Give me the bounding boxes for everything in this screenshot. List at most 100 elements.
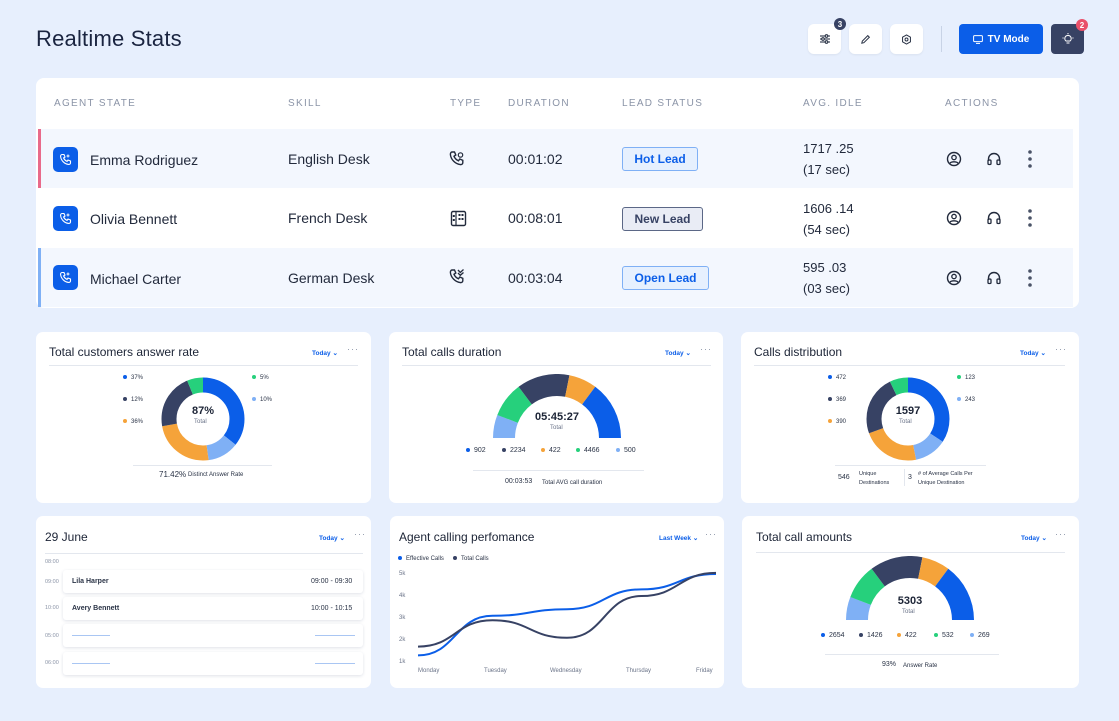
headset-icon[interactable] [985, 269, 1003, 287]
table-row[interactable] [38, 129, 1073, 188]
schedule-event[interactable]: Avery Bennett 10:00 - 10:15 [63, 597, 363, 620]
card-title: Total customers answer rate [49, 345, 200, 359]
avg-idle-seconds: (54 sec) [803, 222, 850, 237]
page-title: Realtime Stats [36, 26, 182, 51]
gauge-center-value: 5303 [897, 595, 923, 607]
avg-idle-value: 1717 .25 [803, 141, 854, 156]
footer-value: 93% [882, 661, 897, 668]
table-row[interactable] [38, 248, 1073, 307]
range-select[interactable]: Today ⌄ [665, 350, 691, 357]
schedule-event-placeholder[interactable] [63, 624, 363, 647]
footer-label: Answer Rate [903, 663, 938, 669]
column-header-duration: DURATION [508, 98, 570, 109]
footer-divider [825, 654, 999, 655]
user-profile-icon[interactable] [945, 150, 963, 168]
lead-status-badge: Hot Lead [622, 147, 698, 171]
agent-skill: English Desk [288, 151, 370, 167]
legend-item: 422 [897, 632, 917, 639]
legend-item: 2654 [821, 632, 845, 639]
monitor-icon [972, 34, 983, 44]
footer-right-value: 3 [908, 474, 912, 481]
card-menu-icon[interactable]: ··· [354, 529, 366, 539]
card-menu-icon[interactable]: ··· [1055, 344, 1067, 354]
half-donut-chart [493, 374, 621, 439]
filter-button[interactable]: 3 [808, 18, 846, 54]
legend-item: 500 [616, 447, 636, 454]
donut-center-value: 1597 [895, 405, 921, 417]
footer-divider [473, 470, 644, 471]
notifications-button[interactable]: 2 [1051, 19, 1088, 54]
table-row[interactable] [38, 189, 1073, 248]
footer-value: 00:03:53 [505, 478, 533, 485]
x-tick-label: Wednesday [550, 668, 582, 674]
range-select[interactable]: Today ⌄ [312, 350, 338, 357]
phone-missed-icon [447, 267, 467, 287]
more-options-icon[interactable] [1021, 269, 1039, 287]
x-tick-label: Monday [418, 668, 440, 674]
agent-skill: French Desk [288, 210, 368, 226]
legend-item: 36% [123, 419, 143, 425]
card-divider [402, 365, 711, 366]
legend-item: 1426 [859, 632, 883, 639]
user-profile-icon[interactable] [945, 209, 963, 227]
avg-idle-seconds: (03 sec) [803, 281, 850, 296]
y-tick-label: 5k [399, 571, 406, 577]
lead-status-badge: New Lead [622, 207, 703, 231]
schedule-event[interactable]: Lila Harper 09:00 - 09:30 [63, 570, 363, 593]
footer-label: Total AVG call duration [542, 480, 603, 486]
more-options-icon[interactable] [1021, 209, 1039, 227]
legend-item: 369 [828, 397, 846, 403]
building-icon [448, 208, 468, 228]
event-name: Lila Harper [72, 578, 109, 585]
gauge-center-label: Total [902, 609, 915, 615]
tv-mode-button[interactable]: TV Mode [959, 24, 1043, 54]
gear-icon [902, 33, 911, 45]
y-tick-label: 1k [399, 659, 406, 665]
time-label: 10:00 [45, 605, 59, 611]
lead-status-badge: Open Lead [622, 266, 709, 290]
column-header-actions: ACTIONS [945, 98, 999, 109]
range-select[interactable]: Last Week ⌄ [659, 535, 699, 542]
headset-icon[interactable] [985, 209, 1003, 227]
legend-item: 4466 [576, 447, 600, 454]
column-header-avg-idle: AVG. IDLE [803, 98, 863, 109]
donut-center-label: Total [899, 419, 912, 425]
x-tick-label: Tuesday [484, 668, 507, 674]
headset-icon[interactable] [985, 150, 1003, 168]
card-divider [49, 365, 358, 366]
phone-incoming-icon [447, 149, 467, 169]
legend-item: 243 [957, 397, 975, 403]
event-time: 09:00 - 09:30 [311, 578, 353, 585]
y-tick-label: 3k [399, 615, 406, 621]
call-amounts-card: Total call amounts Today ⌄ ··· 5303 Tota… [742, 516, 1079, 688]
donut-center-value: 87% [191, 405, 215, 417]
range-select[interactable]: Today ⌄ [1021, 535, 1047, 542]
legend-item: 123 [957, 375, 975, 381]
range-select[interactable]: Today ⌄ [1020, 350, 1046, 357]
agent-name: Michael Carter [90, 271, 182, 287]
x-tick-label: Thursday [626, 668, 652, 674]
user-profile-icon[interactable] [945, 269, 963, 287]
footer-separator [904, 469, 905, 486]
footer-left-value: 546 [838, 474, 850, 481]
avg-idle-seconds: (17 sec) [803, 162, 850, 177]
calls-distribution-card: Calls distribution Today ⌄ ··· 1597 Tota… [741, 332, 1079, 503]
legend-item: 532 [934, 632, 954, 639]
time-label: 09:00 [45, 579, 59, 585]
card-title: Total calls duration [402, 345, 502, 359]
donut-center-label: Total [194, 419, 207, 425]
card-menu-icon[interactable]: ··· [705, 529, 717, 539]
range-select[interactable]: Today ⌄ [319, 535, 345, 542]
more-options-icon[interactable] [1021, 150, 1039, 168]
card-menu-icon[interactable]: ··· [1055, 529, 1067, 539]
settings-button[interactable] [890, 24, 923, 54]
lightbulb-icon [1062, 33, 1073, 44]
edit-button[interactable] [849, 24, 882, 54]
schedule-event-placeholder[interactable] [63, 652, 363, 675]
avg-idle-value: 595 .03 [803, 260, 847, 275]
card-menu-icon[interactable]: ··· [700, 344, 712, 354]
footer-label: Distinct Answer Rate [188, 472, 244, 478]
column-header-skill: SKILL [288, 98, 322, 109]
card-menu-icon[interactable]: ··· [347, 344, 359, 354]
half-donut-chart [846, 556, 974, 621]
